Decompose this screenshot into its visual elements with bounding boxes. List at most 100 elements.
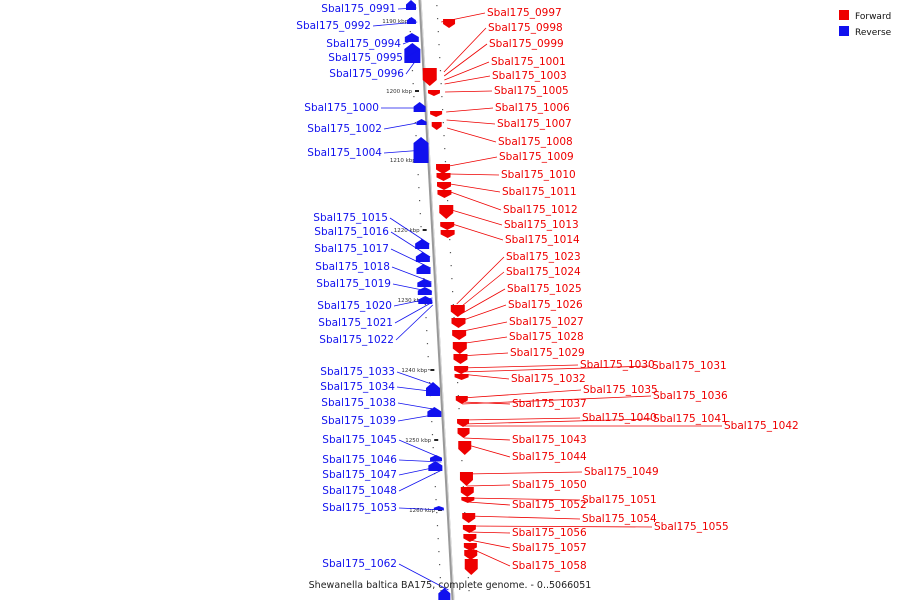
gene-label[interactable]: Sbal175_0999 — [489, 38, 564, 50]
gene-label[interactable]: Sbal175_1031 — [652, 360, 727, 372]
forward-gene-feature[interactable] — [458, 441, 472, 455]
gene-label[interactable]: Sbal175_1007 — [497, 118, 572, 130]
forward-gene-feature[interactable] — [464, 550, 478, 560]
gene-label[interactable]: Sbal175_1029 — [510, 347, 585, 359]
forward-gene-feature[interactable] — [461, 497, 475, 503]
reverse-gene-feature[interactable] — [406, 0, 416, 10]
forward-gene-feature[interactable] — [431, 122, 442, 130]
reverse-gene-feature[interactable] — [418, 296, 433, 304]
forward-gene-feature[interactable] — [436, 164, 451, 174]
gene-label[interactable]: Sbal175_1033 — [320, 366, 395, 378]
forward-gene-feature[interactable] — [440, 230, 455, 238]
forward-gene-feature[interactable] — [430, 111, 443, 117]
gene-label[interactable]: Sbal175_1034 — [320, 381, 395, 393]
gene-label[interactable]: Sbal175_1046 — [322, 454, 397, 466]
forward-gene-feature[interactable] — [427, 90, 440, 96]
gene-label[interactable]: Sbal175_1004 — [307, 147, 382, 159]
gene-label[interactable]: Sbal175_1011 — [502, 186, 577, 198]
gene-label[interactable]: Sbal175_1045 — [322, 434, 397, 446]
gene-label[interactable]: Sbal175_1000 — [304, 102, 379, 114]
reverse-gene-feature[interactable] — [438, 588, 451, 600]
gene-label[interactable]: Sbal175_0994 — [326, 38, 401, 50]
forward-gene-feature[interactable] — [454, 366, 469, 374]
gene-label[interactable]: Sbal175_1035 — [583, 384, 658, 396]
gene-label[interactable]: Sbal175_1043 — [512, 434, 587, 446]
gene-label[interactable]: Sbal175_1052 — [512, 499, 587, 511]
gene-label[interactable]: Sbal175_1044 — [512, 451, 587, 463]
gene-label[interactable]: Sbal175_1053 — [322, 502, 397, 514]
forward-gene-feature[interactable] — [463, 534, 477, 542]
forward-gene-feature[interactable] — [453, 354, 468, 364]
gene-label[interactable]: Sbal175_1024 — [506, 266, 581, 278]
gene-label[interactable]: Sbal175_1023 — [506, 251, 581, 263]
reverse-gene-feature[interactable] — [415, 239, 430, 249]
gene-label[interactable]: Sbal175_1017 — [314, 243, 389, 255]
gene-label[interactable]: Sbal175_1051 — [582, 494, 657, 506]
gene-label[interactable]: Sbal175_1049 — [584, 466, 659, 478]
gene-label[interactable]: Sbal175_1021 — [318, 317, 393, 329]
gene-label[interactable]: Sbal175_1054 — [582, 513, 657, 525]
reverse-gene-feature[interactable] — [426, 382, 441, 396]
forward-gene-feature[interactable] — [450, 305, 465, 317]
gene-label[interactable]: Sbal175_0991 — [321, 3, 396, 15]
gene-label[interactable]: Sbal175_1030 — [580, 359, 655, 371]
reverse-gene-feature[interactable] — [417, 287, 432, 295]
gene-label[interactable]: Sbal175_1020 — [317, 300, 392, 312]
gene-label[interactable]: Sbal175_1003 — [492, 70, 567, 82]
gene-label[interactable]: Sbal175_1042 — [724, 420, 799, 432]
forward-gene-feature[interactable] — [437, 190, 452, 198]
gene-label[interactable]: Sbal175_1040 — [582, 412, 657, 424]
forward-gene-feature[interactable] — [460, 487, 474, 497]
reverse-gene-feature[interactable] — [404, 43, 421, 63]
gene-label[interactable]: Sbal175_1047 — [322, 469, 397, 481]
gene-label[interactable]: Sbal175_1057 — [512, 542, 587, 554]
forward-gene-feature[interactable] — [452, 330, 467, 340]
gene-label[interactable]: Sbal175_1055 — [654, 521, 729, 533]
reverse-gene-feature[interactable] — [428, 461, 443, 471]
gene-label[interactable]: Sbal175_0998 — [488, 22, 563, 34]
gene-label[interactable]: Sbal175_1016 — [314, 226, 389, 238]
gene-label[interactable]: Sbal175_1050 — [512, 479, 587, 491]
forward-gene-feature[interactable] — [463, 543, 477, 551]
gene-label[interactable]: Sbal175_1048 — [322, 485, 397, 497]
forward-gene-feature[interactable] — [422, 68, 437, 86]
gene-label[interactable]: Sbal175_1019 — [316, 278, 391, 290]
gene-label[interactable]: Sbal175_1037 — [512, 398, 587, 410]
reverse-gene-feature[interactable] — [416, 264, 431, 274]
gene-label[interactable]: Sbal175_1002 — [307, 123, 382, 135]
forward-gene-feature[interactable] — [464, 559, 478, 575]
forward-gene-feature[interactable] — [462, 513, 476, 523]
gene-label[interactable]: Sbal175_1013 — [504, 219, 579, 231]
forward-gene-feature[interactable] — [437, 182, 452, 190]
gene-label[interactable]: Sbal175_1038 — [321, 397, 396, 409]
forward-gene-feature[interactable] — [457, 419, 470, 427]
gene-label[interactable]: Sbal175_1010 — [501, 169, 576, 181]
reverse-gene-feature[interactable] — [415, 252, 430, 262]
gene-label[interactable]: Sbal175_0992 — [296, 20, 371, 32]
gene-label[interactable]: Sbal175_1008 — [498, 136, 573, 148]
gene-label[interactable]: Sbal175_1062 — [322, 558, 397, 570]
forward-gene-feature[interactable] — [440, 222, 455, 230]
gene-label[interactable]: Sbal175_0997 — [487, 7, 562, 19]
gene-label[interactable]: Sbal175_1036 — [653, 390, 728, 402]
gene-label[interactable]: Sbal175_0996 — [329, 68, 404, 80]
gene-label[interactable]: Sbal175_1009 — [499, 151, 574, 163]
gene-label[interactable]: Sbal175_1015 — [313, 212, 388, 224]
forward-gene-feature[interactable] — [459, 472, 473, 486]
gene-label[interactable]: Sbal175_1014 — [505, 234, 580, 246]
gene-label[interactable]: Sbal175_1039 — [321, 415, 396, 427]
forward-gene-feature[interactable] — [436, 173, 451, 181]
gene-label[interactable]: Sbal175_1032 — [511, 373, 586, 385]
forward-gene-feature[interactable] — [439, 205, 454, 219]
gene-label[interactable]: Sbal175_1001 — [491, 56, 566, 68]
gene-label[interactable]: Sbal175_1028 — [509, 331, 584, 343]
gene-label[interactable]: Sbal175_1012 — [503, 204, 578, 216]
forward-gene-feature[interactable] — [457, 428, 470, 438]
forward-gene-feature[interactable] — [462, 525, 476, 533]
forward-gene-feature[interactable] — [451, 318, 466, 328]
gene-label[interactable]: Sbal175_1058 — [512, 560, 587, 572]
gene-label[interactable]: Sbal175_1018 — [315, 261, 390, 273]
gene-label[interactable]: Sbal175_1056 — [512, 527, 587, 539]
reverse-gene-feature[interactable] — [430, 455, 443, 461]
gene-label[interactable]: Sbal175_1027 — [509, 316, 584, 328]
